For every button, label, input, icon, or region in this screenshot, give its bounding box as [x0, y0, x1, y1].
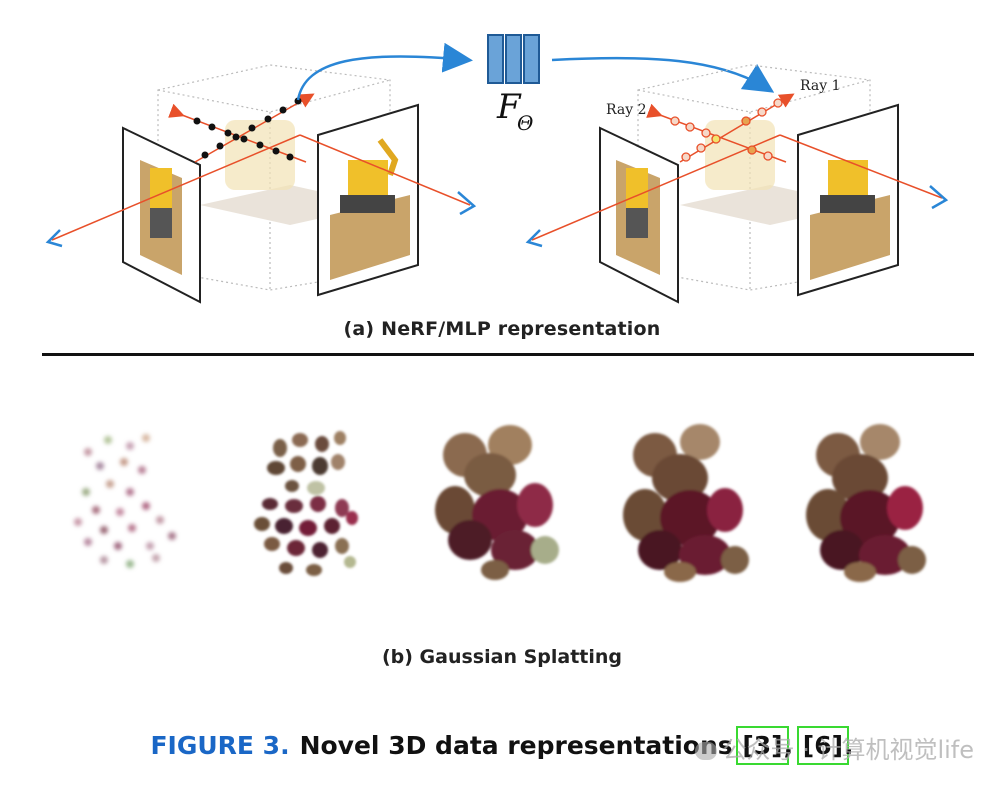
left-scene — [45, 42, 477, 304]
watermark: 公众号 · 计算机视觉life — [694, 730, 974, 765]
ray-left-long — [51, 134, 301, 241]
panel-divider — [42, 353, 974, 356]
to-mlp-arrow — [296, 42, 473, 101]
watermark-text: 公众号 · 计算机视觉life — [722, 736, 974, 764]
reference-3[interactable]: [3] — [736, 726, 789, 765]
left-camera-plane — [122, 126, 201, 304]
mlp-block: F Θ — [487, 34, 775, 135]
right-left-camera-plane — [599, 126, 679, 304]
caption-separator: , — [783, 731, 802, 760]
from-mlp-arrow — [551, 56, 775, 93]
figure-caption-text: Novel 3D data representations — [299, 731, 742, 760]
splat-stage-1 — [74, 434, 176, 568]
splat-stage-2 — [254, 431, 358, 576]
ray-1-label: Ray 1 — [800, 78, 840, 94]
figure-label: FIGURE 3. — [150, 731, 290, 760]
splat-stage-3 — [435, 425, 559, 580]
right-right-camera-plane — [797, 103, 899, 297]
gaussian-splatting-diagram — [74, 424, 926, 582]
splat-stage-5 — [806, 424, 926, 582]
mlp-subscript: Θ — [517, 111, 533, 135]
panel-b-caption: (b) Gaussian Splatting — [381, 646, 623, 668]
splat-stage-4 — [623, 424, 749, 582]
mlp-symbol: F — [496, 87, 522, 127]
wechat-icon — [694, 742, 717, 760]
ray-2-label: Ray 2 — [606, 102, 646, 118]
caption-end: . — [844, 731, 854, 760]
right-camera-plane — [317, 103, 419, 297]
ray-right-arrowhead — [457, 191, 477, 216]
sample-points-right — [670, 98, 783, 162]
panel-a-caption: (a) NeRF/MLP representation — [343, 318, 661, 340]
bulldozer-ghost — [225, 120, 295, 190]
nerf-diagram: F Θ — [45, 34, 949, 304]
reference-6[interactable]: [6] — [796, 726, 850, 765]
sample-points-left — [193, 97, 302, 161]
ray-right-long — [299, 134, 471, 206]
figure-caption: FIGURE 3. Novel 3D data representations [… — [0, 726, 1004, 765]
ray-left-arrowhead — [45, 229, 63, 248]
right-scene: Ray 1 Ray 2 — [525, 64, 949, 304]
